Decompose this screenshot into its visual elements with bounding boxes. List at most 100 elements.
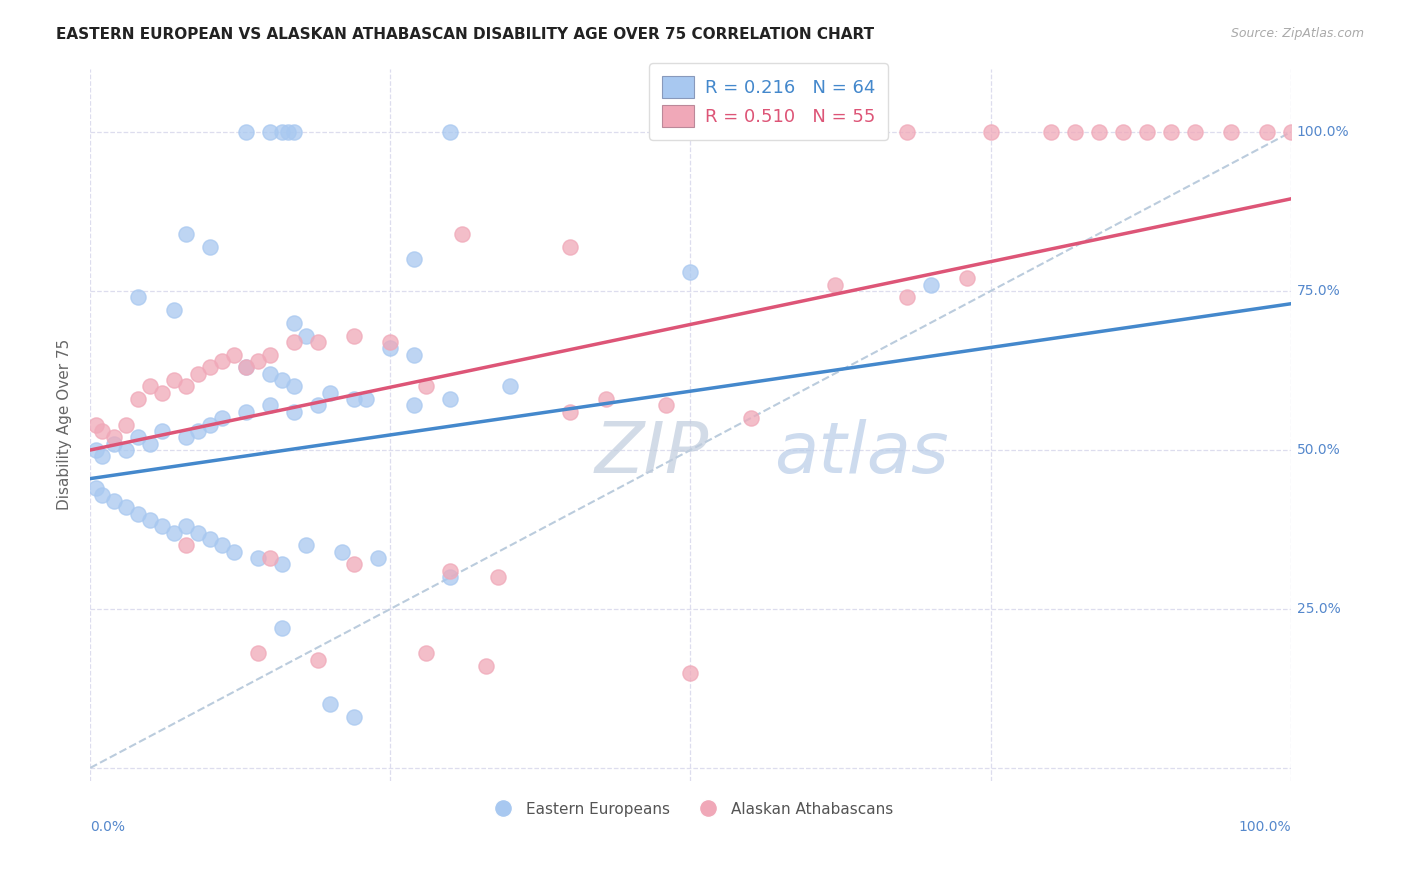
Text: 100.0%: 100.0% <box>1296 125 1350 139</box>
Text: 50.0%: 50.0% <box>1296 443 1340 457</box>
Point <box>127 507 149 521</box>
Point <box>174 227 197 241</box>
Point <box>139 513 162 527</box>
Point <box>211 411 233 425</box>
Point <box>259 348 281 362</box>
Point <box>439 392 461 406</box>
Point <box>560 239 582 253</box>
Point <box>955 271 977 285</box>
Point <box>187 525 209 540</box>
Point <box>84 481 107 495</box>
Point <box>271 558 294 572</box>
Point <box>127 392 149 406</box>
Point <box>247 354 270 368</box>
Point <box>920 277 942 292</box>
Point <box>283 125 305 139</box>
Point <box>415 379 437 393</box>
Point <box>1219 125 1241 139</box>
Point <box>679 665 702 680</box>
Point <box>295 538 318 552</box>
Point <box>486 570 509 584</box>
Point <box>211 538 233 552</box>
Point <box>115 417 138 432</box>
Point <box>115 500 138 515</box>
Point <box>1039 125 1062 139</box>
Point <box>259 551 281 566</box>
Point <box>103 494 125 508</box>
Point <box>740 411 762 425</box>
Point <box>235 360 257 375</box>
Point <box>235 125 257 139</box>
Point <box>1279 125 1302 139</box>
Point <box>1087 125 1109 139</box>
Point <box>283 334 305 349</box>
Point <box>307 399 329 413</box>
Point <box>356 392 378 406</box>
Point <box>259 125 281 139</box>
Point <box>404 399 426 413</box>
Point <box>277 125 299 139</box>
Point <box>150 424 173 438</box>
Point <box>319 698 342 712</box>
Point <box>343 392 366 406</box>
Point <box>127 430 149 444</box>
Point <box>200 239 222 253</box>
Point <box>103 430 125 444</box>
Point <box>1111 125 1133 139</box>
Point <box>174 430 197 444</box>
Point <box>259 367 281 381</box>
Point <box>235 360 257 375</box>
Point <box>84 417 107 432</box>
Point <box>595 392 617 406</box>
Text: atlas: atlas <box>775 418 949 488</box>
Text: 75.0%: 75.0% <box>1296 284 1340 298</box>
Point <box>163 373 186 387</box>
Point <box>1063 125 1085 139</box>
Point <box>404 252 426 267</box>
Point <box>1136 125 1159 139</box>
Point <box>163 303 186 318</box>
Point <box>343 710 366 724</box>
Point <box>655 399 678 413</box>
Point <box>380 341 402 355</box>
Point <box>415 647 437 661</box>
Point <box>367 551 389 566</box>
Point <box>271 373 294 387</box>
Point <box>187 424 209 438</box>
Point <box>211 354 233 368</box>
Text: 25.0%: 25.0% <box>1296 602 1340 616</box>
Text: ZIP: ZIP <box>595 418 709 488</box>
Text: 100.0%: 100.0% <box>1239 820 1291 834</box>
Point <box>439 125 461 139</box>
Point <box>439 570 461 584</box>
Point <box>1160 125 1182 139</box>
Point <box>200 417 222 432</box>
Point <box>115 442 138 457</box>
Point <box>103 436 125 450</box>
Point <box>1184 125 1206 139</box>
Point <box>271 621 294 635</box>
Point <box>307 653 329 667</box>
Point <box>271 125 294 139</box>
Point <box>84 442 107 457</box>
Point <box>499 379 522 393</box>
Point <box>451 227 474 241</box>
Point <box>896 125 918 139</box>
Point <box>980 125 1002 139</box>
Point <box>896 290 918 304</box>
Point <box>283 405 305 419</box>
Point <box>163 525 186 540</box>
Point <box>330 545 353 559</box>
Point <box>307 334 329 349</box>
Point <box>380 334 402 349</box>
Point <box>283 379 305 393</box>
Point <box>127 290 149 304</box>
Text: Source: ZipAtlas.com: Source: ZipAtlas.com <box>1230 27 1364 40</box>
Point <box>91 450 114 464</box>
Point <box>560 405 582 419</box>
Point <box>224 545 246 559</box>
Point <box>283 316 305 330</box>
Point <box>139 436 162 450</box>
Point <box>91 424 114 438</box>
Point <box>174 519 197 533</box>
